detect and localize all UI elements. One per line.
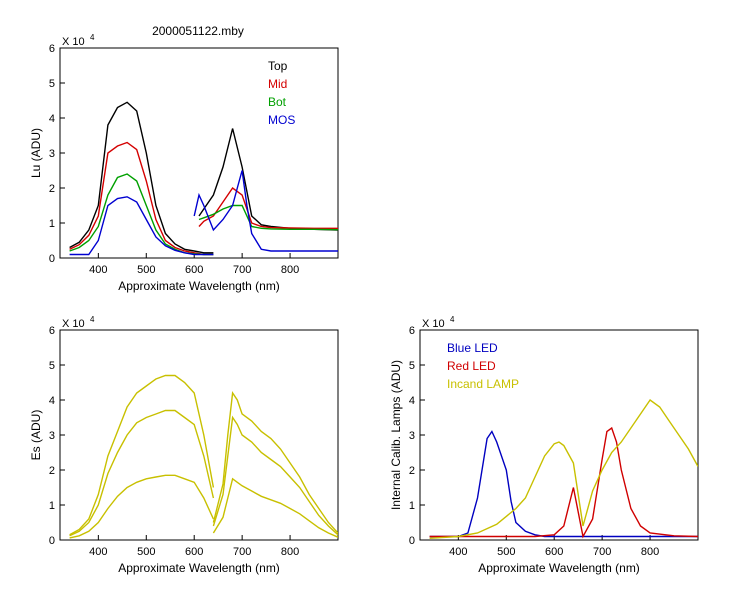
x-tick-label: 500 xyxy=(137,546,155,558)
y-tick-label: 0 xyxy=(49,253,55,265)
plot-frame xyxy=(59,329,339,541)
x-tick-label: 700 xyxy=(593,546,611,558)
y-tick-label: 2 xyxy=(49,183,55,195)
x-tick-label: 600 xyxy=(545,546,563,558)
y-tick-label: 4 xyxy=(49,113,55,125)
x-tick-label: 800 xyxy=(641,546,659,558)
x-tick-label: 700 xyxy=(233,264,251,276)
series-line-top xyxy=(69,101,214,254)
y-tick-label: 6 xyxy=(49,325,55,337)
x-axis-label: Approximate Wavelength (nm) xyxy=(478,561,640,575)
y-tick-label: 5 xyxy=(49,360,55,372)
y-scale-multiplier: X 10 xyxy=(62,36,85,48)
x-axis-label: Approximate Wavelength (nm) xyxy=(118,279,280,293)
y-axis-label: Es (ADU) xyxy=(29,410,43,461)
y-tick-label: 2 xyxy=(49,465,55,477)
series-line-incand-lamp xyxy=(429,399,698,539)
x-tick-label: 700 xyxy=(233,546,251,558)
y-tick-label: 5 xyxy=(49,78,55,90)
series-line-series xyxy=(212,415,338,536)
series-line-blue-led xyxy=(429,430,698,538)
y-tick-label: 6 xyxy=(409,325,415,337)
legend-entry: Mid xyxy=(268,77,287,91)
series-line-series xyxy=(212,391,338,534)
series-line-red-led xyxy=(429,426,698,539)
figure-title: 2000051122.mby xyxy=(152,24,244,38)
legend-entry: MOS xyxy=(268,113,295,127)
y-tick-label: 3 xyxy=(49,148,55,160)
x-tick-label: 500 xyxy=(497,546,515,558)
y-tick-label: 0 xyxy=(409,535,415,547)
x-tick-label: 600 xyxy=(185,546,203,558)
y-scale-exponent: 4 xyxy=(90,315,95,324)
series-line-series xyxy=(69,374,215,536)
y-tick-label: 6 xyxy=(49,43,55,55)
series-line-series xyxy=(69,474,215,539)
y-scale-multiplier: X 10 xyxy=(422,318,445,330)
y-tick-label: 1 xyxy=(409,500,415,512)
y-tick-label: 4 xyxy=(49,395,55,407)
y-tick-label: 1 xyxy=(49,500,55,512)
series-line-mos xyxy=(193,170,338,252)
y-tick-label: 0 xyxy=(49,535,55,547)
legend-entry: Red LED xyxy=(447,359,496,373)
y-axis-label: Lu (ADU) xyxy=(29,128,43,178)
y-scale-exponent: 4 xyxy=(450,315,455,324)
y-tick-label: 4 xyxy=(409,395,415,407)
x-tick-label: 400 xyxy=(89,546,107,558)
series-line-top xyxy=(198,128,338,231)
y-tick-label: 3 xyxy=(49,430,55,442)
series-line-series xyxy=(69,409,215,537)
series-line-bot xyxy=(69,173,214,256)
legend-entry: Top xyxy=(268,59,288,73)
x-tick-label: 800 xyxy=(281,264,299,276)
lu-chart-panel: 400 500 600 700 800 0 1 2 3 4 5 6 X 10 4 Approximate W… xyxy=(29,33,339,293)
x-tick-label: 400 xyxy=(449,546,467,558)
y-tick-label: 3 xyxy=(409,430,415,442)
y-axis-label: Internal Calib. Lamps (ADU) xyxy=(389,360,403,510)
es-chart-panel: 400 500 600 700 800 0 1 2 3 4 5 6 X 10 4 Approximate W… xyxy=(29,315,339,575)
series-line-series xyxy=(212,477,338,538)
x-tick-label: 400 xyxy=(89,264,107,276)
series-line-bot xyxy=(198,204,338,231)
x-tick-label: 500 xyxy=(137,264,155,276)
x-tick-label: 600 xyxy=(185,264,203,276)
y-scale-exponent: 4 xyxy=(90,33,95,42)
series-line-mid xyxy=(69,141,214,256)
calib-lamps-chart-panel: 400 500 600 700 800 0 1 2 3 4 5 6 X 10 4 Approximate W… xyxy=(389,315,699,575)
legend-entry: Incand LAMP xyxy=(447,377,519,391)
legend-entry: Bot xyxy=(268,95,287,109)
x-axis-label: Approximate Wavelength (nm) xyxy=(118,561,280,575)
y-scale-multiplier: X 10 xyxy=(62,318,85,330)
legend-entry: Blue LED xyxy=(447,341,498,355)
x-tick-label: 800 xyxy=(281,546,299,558)
y-tick-label: 5 xyxy=(409,360,415,372)
y-tick-label: 2 xyxy=(409,465,415,477)
y-tick-label: 1 xyxy=(49,218,55,230)
series-line-mos xyxy=(69,196,214,256)
